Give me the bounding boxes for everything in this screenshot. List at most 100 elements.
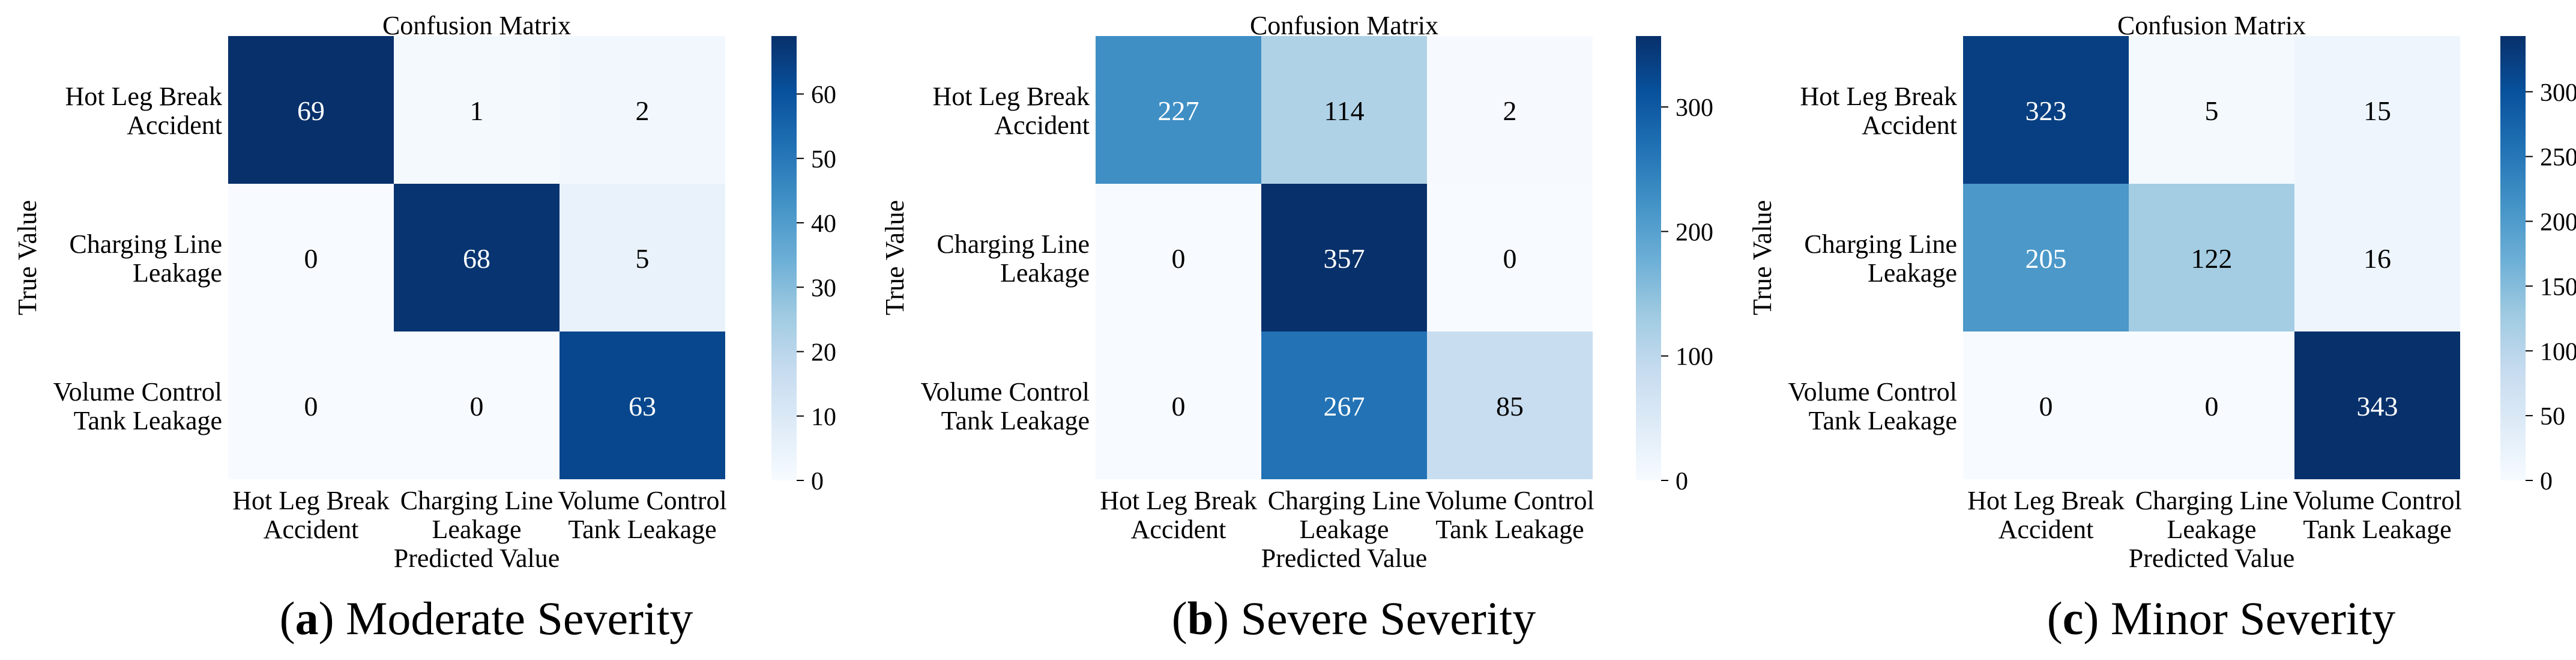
cell-value: 5 [2205,95,2219,126]
caption-panel-a: (a) Moderate Severity [279,592,693,644]
cell-value: 5 [636,243,650,274]
x-tick-label: Leakage [1300,515,1389,544]
heatmap-cell [1963,184,2129,332]
cell-value: 357 [1324,243,1365,274]
y-tick-label: Charging Line [69,229,222,259]
y-tick-label: Volume Control [53,377,222,407]
colorbar [771,36,797,480]
heatmap-cell [560,184,725,332]
colorbar-tick-label: 150 [2540,273,2576,301]
heatmap-cell [394,184,560,332]
cell-value: 343 [2357,391,2398,422]
heatmap-cell [2294,332,2460,479]
cell-value: 68 [463,243,490,274]
heatmap-cell [1427,184,1593,332]
heatmap-cell [1427,36,1593,184]
colorbar-tick-label: 0 [811,468,824,495]
heatmap-cell [1096,36,1261,184]
colorbar [2500,36,2526,480]
cell-value: 323 [2026,95,2067,126]
y-tick-label: Leakage [133,258,222,288]
cell-value: 227 [1158,95,1199,126]
y-tick-label: Tank Leakage [1809,406,1957,435]
y-tick-label: Charging Line [937,229,1090,259]
cell-value: 0 [2205,391,2219,422]
x-tick-label: Hot Leg Break [232,486,389,515]
caption-text: Moderate Severity [346,592,693,644]
x-axis-label: Predicted Value [2129,543,2295,573]
heatmap-cell [1261,184,1427,332]
y-tick-label: Hot Leg Break [65,82,222,111]
x-tick-label: Hot Leg Break [1100,486,1256,515]
cell-value: 122 [2191,243,2233,274]
y-tick-label: Volume Control [1788,377,1957,407]
x-tick-label: Charging Line [2135,486,2288,515]
y-axis-label: True Value [880,200,909,315]
colorbar-tick-label: 100 [2540,338,2576,366]
y-tick-label: Charging Line [1804,229,1957,259]
heatmap-cell [2294,36,2460,184]
colorbar-tick-label: 30 [811,274,836,302]
x-tick-label: Accident [264,515,359,544]
heatmap-cell [228,36,394,184]
heatmap-cell [2129,36,2294,184]
cell-value: 205 [2026,243,2067,274]
y-tick-label: Accident [994,111,1090,140]
cell-value: 15 [2363,95,2391,126]
y-tick-label: Accident [127,111,222,140]
x-tick-label: Charging Line [400,486,554,515]
colorbar-tick-label: 50 [811,146,836,174]
cell-value: 2 [636,95,650,126]
colorbar-tick-label: 300 [1676,94,1713,122]
cell-value: 0 [1172,391,1186,422]
colorbar-tick-label: 200 [2540,209,2576,237]
colorbar-tick-label: 300 [2540,79,2576,107]
x-tick-label: Charging Line [1268,486,1421,515]
caption-text: Severe Severity [1240,592,1536,644]
x-tick-label: Volume Control [2293,486,2462,515]
cell-value: 69 [297,95,325,126]
y-axis-label: True Value [1748,200,1777,315]
caption-panel-c: (c) Minor Severity [2047,592,2396,644]
cell-value: 0 [470,391,484,422]
x-tick-label: Accident [1131,515,1226,544]
caption-label: b [1187,592,1214,644]
x-tick-label: Leakage [2167,515,2257,544]
y-tick-label: Leakage [1000,258,1090,288]
heatmap-cell [228,332,394,479]
cell-value: 2 [1503,95,1517,126]
heatmap-cell [1427,332,1593,479]
colorbar-tick-label: 0 [2540,468,2553,495]
colorbar-tick-label: 250 [2540,144,2576,172]
x-tick-label: Tank Leakage [2303,515,2451,544]
colorbar-tick-label: 0 [1676,468,1688,495]
caption-label: c [2062,592,2084,644]
x-tick-label: Tank Leakage [568,515,716,544]
y-tick-label: Tank Leakage [74,406,222,435]
cell-value: 0 [1172,243,1186,274]
cell-value: 85 [1496,391,1524,422]
chart-title: Confusion Matrix [2117,11,2306,40]
heatmap-cell [1261,332,1427,479]
cell-value: 0 [2039,391,2053,422]
y-tick-label: Tank Leakage [941,406,1090,435]
confusion-matrix-panel-b: Confusion Matrix 227 114 2 0 357 0 0 267 85 Hot Le… [880,11,1713,573]
colorbar-tick-label: 100 [1676,344,1713,371]
cell-value: 16 [2363,243,2391,274]
colorbar-tick-label: 10 [811,404,836,431]
heatmap-cell [2129,184,2294,332]
confusion-matrix-panel-c: Confusion Matrix 323 5 15 205 122 16 0 0 343 Hot L… [1748,11,2576,573]
colorbar-tick-label: 200 [1676,219,1713,246]
x-axis-label: Predicted Value [1261,543,1428,573]
heatmap-cell [1096,332,1261,479]
heatmap-cell [1963,36,2129,184]
y-tick-label: Accident [1862,111,1957,140]
heatmap-cell [394,332,560,479]
cell-value: 267 [1324,391,1365,422]
y-tick-label: Hot Leg Break [933,82,1090,111]
heatmap-cell [1261,36,1427,184]
cell-value: 0 [304,391,318,422]
x-tick-label: Leakage [432,515,522,544]
heatmap-cell [2294,184,2460,332]
cell-value: 114 [1324,95,1364,126]
